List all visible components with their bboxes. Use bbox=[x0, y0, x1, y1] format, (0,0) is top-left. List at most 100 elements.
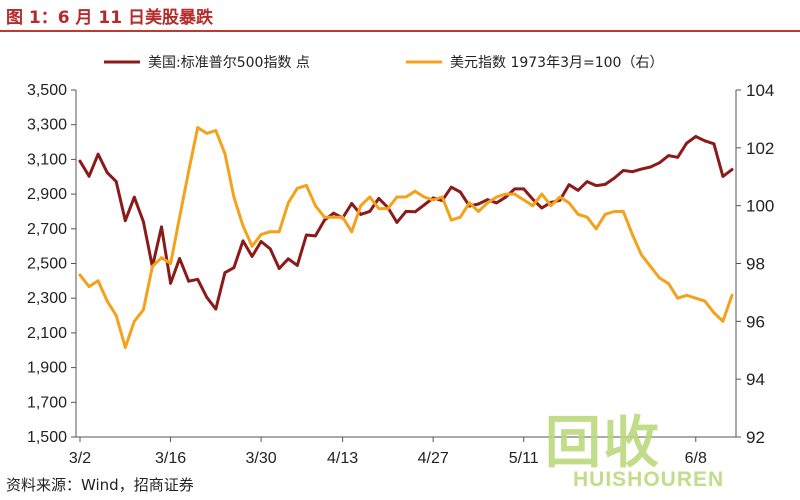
data-point-sp500 bbox=[612, 176, 616, 180]
data-point-dollar-index bbox=[305, 184, 308, 187]
source-note: 资料来源：Wind，招商证券 bbox=[6, 476, 194, 494]
data-point-dollar-index bbox=[477, 210, 480, 213]
data-point-dollar-index bbox=[413, 189, 417, 193]
watermark-sub-text: HUISHOUREN bbox=[573, 468, 725, 491]
x-tick-label: 3/16 bbox=[155, 450, 186, 467]
x-tick-label: 4/27 bbox=[418, 450, 449, 467]
data-point-dollar-index bbox=[712, 311, 716, 315]
data-point-dollar-index bbox=[486, 201, 489, 205]
x-tick-label: 4/13 bbox=[327, 450, 358, 467]
data-point-dollar-index bbox=[667, 282, 670, 286]
y-right-tick-label: 100 bbox=[746, 197, 774, 216]
data-point-dollar-index bbox=[603, 212, 607, 216]
y-left-tick-label: 1,500 bbox=[27, 429, 67, 446]
data-point-sp500 bbox=[658, 161, 661, 165]
data-point-sp500 bbox=[323, 218, 326, 222]
data-point-dollar-index bbox=[114, 314, 118, 317]
data-point-dollar-index bbox=[105, 299, 109, 303]
data-point-sp500 bbox=[477, 202, 480, 206]
y-left-tick-label: 2,500 bbox=[27, 256, 67, 273]
data-point-sp500 bbox=[160, 225, 163, 229]
data-point-dollar-index bbox=[277, 230, 281, 234]
data-point-dollar-index bbox=[169, 262, 173, 265]
data-point-dollar-index bbox=[295, 186, 299, 190]
legend-label-dollar-index: 美元指数 1973年3月=100（右） bbox=[450, 55, 663, 71]
data-point-sp500 bbox=[305, 233, 308, 237]
data-point-dollar-index bbox=[323, 215, 326, 219]
data-point-sp500 bbox=[649, 165, 652, 169]
data-point-dollar-index bbox=[694, 296, 698, 300]
data-point-dollar-index bbox=[576, 212, 580, 216]
data-point-dollar-index bbox=[196, 126, 200, 129]
data-point-sp500 bbox=[458, 190, 462, 194]
data-point-sp500 bbox=[721, 175, 725, 178]
data-point-dollar-index bbox=[631, 233, 634, 237]
data-point-sp500 bbox=[295, 264, 299, 267]
data-point-dollar-index bbox=[332, 215, 335, 219]
data-point-sp500 bbox=[114, 180, 118, 184]
y-left-tick-label: 3,300 bbox=[27, 117, 67, 134]
data-point-sp500 bbox=[332, 211, 335, 215]
data-point-dollar-index bbox=[142, 308, 145, 312]
y-left-tick-label: 1,900 bbox=[27, 360, 67, 377]
data-point-dollar-index bbox=[223, 152, 227, 156]
data-point-dollar-index bbox=[594, 227, 598, 231]
data-point-sp500 bbox=[667, 154, 670, 158]
data-point-dollar-index bbox=[540, 192, 544, 196]
data-point-sp500 bbox=[214, 307, 218, 311]
data-point-sp500 bbox=[359, 213, 363, 216]
x-tick-label: 3/30 bbox=[246, 450, 277, 467]
data-point-dollar-index bbox=[558, 195, 562, 199]
data-point-dollar-index bbox=[377, 207, 381, 211]
data-point-dollar-index bbox=[612, 210, 616, 213]
y-left-tick-label: 2,900 bbox=[27, 186, 67, 203]
data-point-dollar-index bbox=[341, 215, 344, 219]
data-point-dollar-index bbox=[151, 265, 154, 268]
data-point-dollar-index bbox=[286, 201, 290, 205]
data-point-sp500 bbox=[567, 183, 571, 187]
data-point-dollar-index bbox=[685, 293, 689, 297]
data-point-dollar-index bbox=[232, 195, 236, 199]
data-point-sp500 bbox=[486, 198, 489, 202]
data-point-sp500 bbox=[540, 206, 544, 210]
data-point-sp500 bbox=[603, 183, 607, 186]
data-point-dollar-index bbox=[160, 256, 163, 260]
watermark-logo: 回收 HUISHOUREN bbox=[545, 398, 790, 498]
data-point-sp500 bbox=[314, 234, 317, 238]
data-point-dollar-index bbox=[549, 204, 553, 208]
data-point-dollar-index bbox=[132, 319, 136, 323]
data-point-sp500 bbox=[87, 174, 91, 178]
data-point-sp500 bbox=[585, 180, 589, 184]
data-point-sp500 bbox=[169, 281, 173, 285]
data-point-sp500 bbox=[712, 142, 716, 146]
data-point-dollar-index bbox=[676, 296, 680, 300]
y-right-tick-label: 96 bbox=[746, 312, 765, 331]
data-point-sp500 bbox=[703, 139, 707, 143]
data-point-sp500 bbox=[621, 169, 625, 172]
data-point-dollar-index bbox=[449, 218, 453, 222]
data-point-sp500 bbox=[504, 195, 507, 199]
data-point-dollar-index bbox=[513, 192, 517, 196]
y-left-tick-label: 2,300 bbox=[27, 290, 67, 307]
data-point-sp500 bbox=[96, 152, 100, 156]
data-point-dollar-index bbox=[250, 244, 254, 248]
data-point-sp500 bbox=[187, 279, 191, 283]
data-point-sp500 bbox=[576, 188, 580, 192]
data-point-sp500 bbox=[277, 267, 281, 270]
data-point-dollar-index bbox=[621, 210, 625, 213]
data-point-sp500 bbox=[422, 203, 426, 207]
data-point-dollar-index bbox=[87, 285, 91, 288]
data-point-dollar-index bbox=[395, 195, 399, 199]
data-point-dollar-index bbox=[585, 215, 589, 219]
y-right-tick-label: 102 bbox=[746, 139, 774, 158]
y-right-tick-label: 98 bbox=[746, 255, 765, 274]
data-point-sp500 bbox=[685, 141, 689, 145]
data-point-dollar-index bbox=[404, 195, 408, 199]
data-point-sp500 bbox=[495, 201, 498, 205]
data-point-dollar-index bbox=[187, 169, 191, 173]
data-point-dollar-index bbox=[241, 224, 245, 228]
data-point-sp500 bbox=[268, 247, 272, 251]
data-point-dollar-index bbox=[721, 319, 725, 323]
data-point-dollar-index bbox=[359, 204, 363, 208]
data-point-sp500 bbox=[223, 271, 227, 275]
